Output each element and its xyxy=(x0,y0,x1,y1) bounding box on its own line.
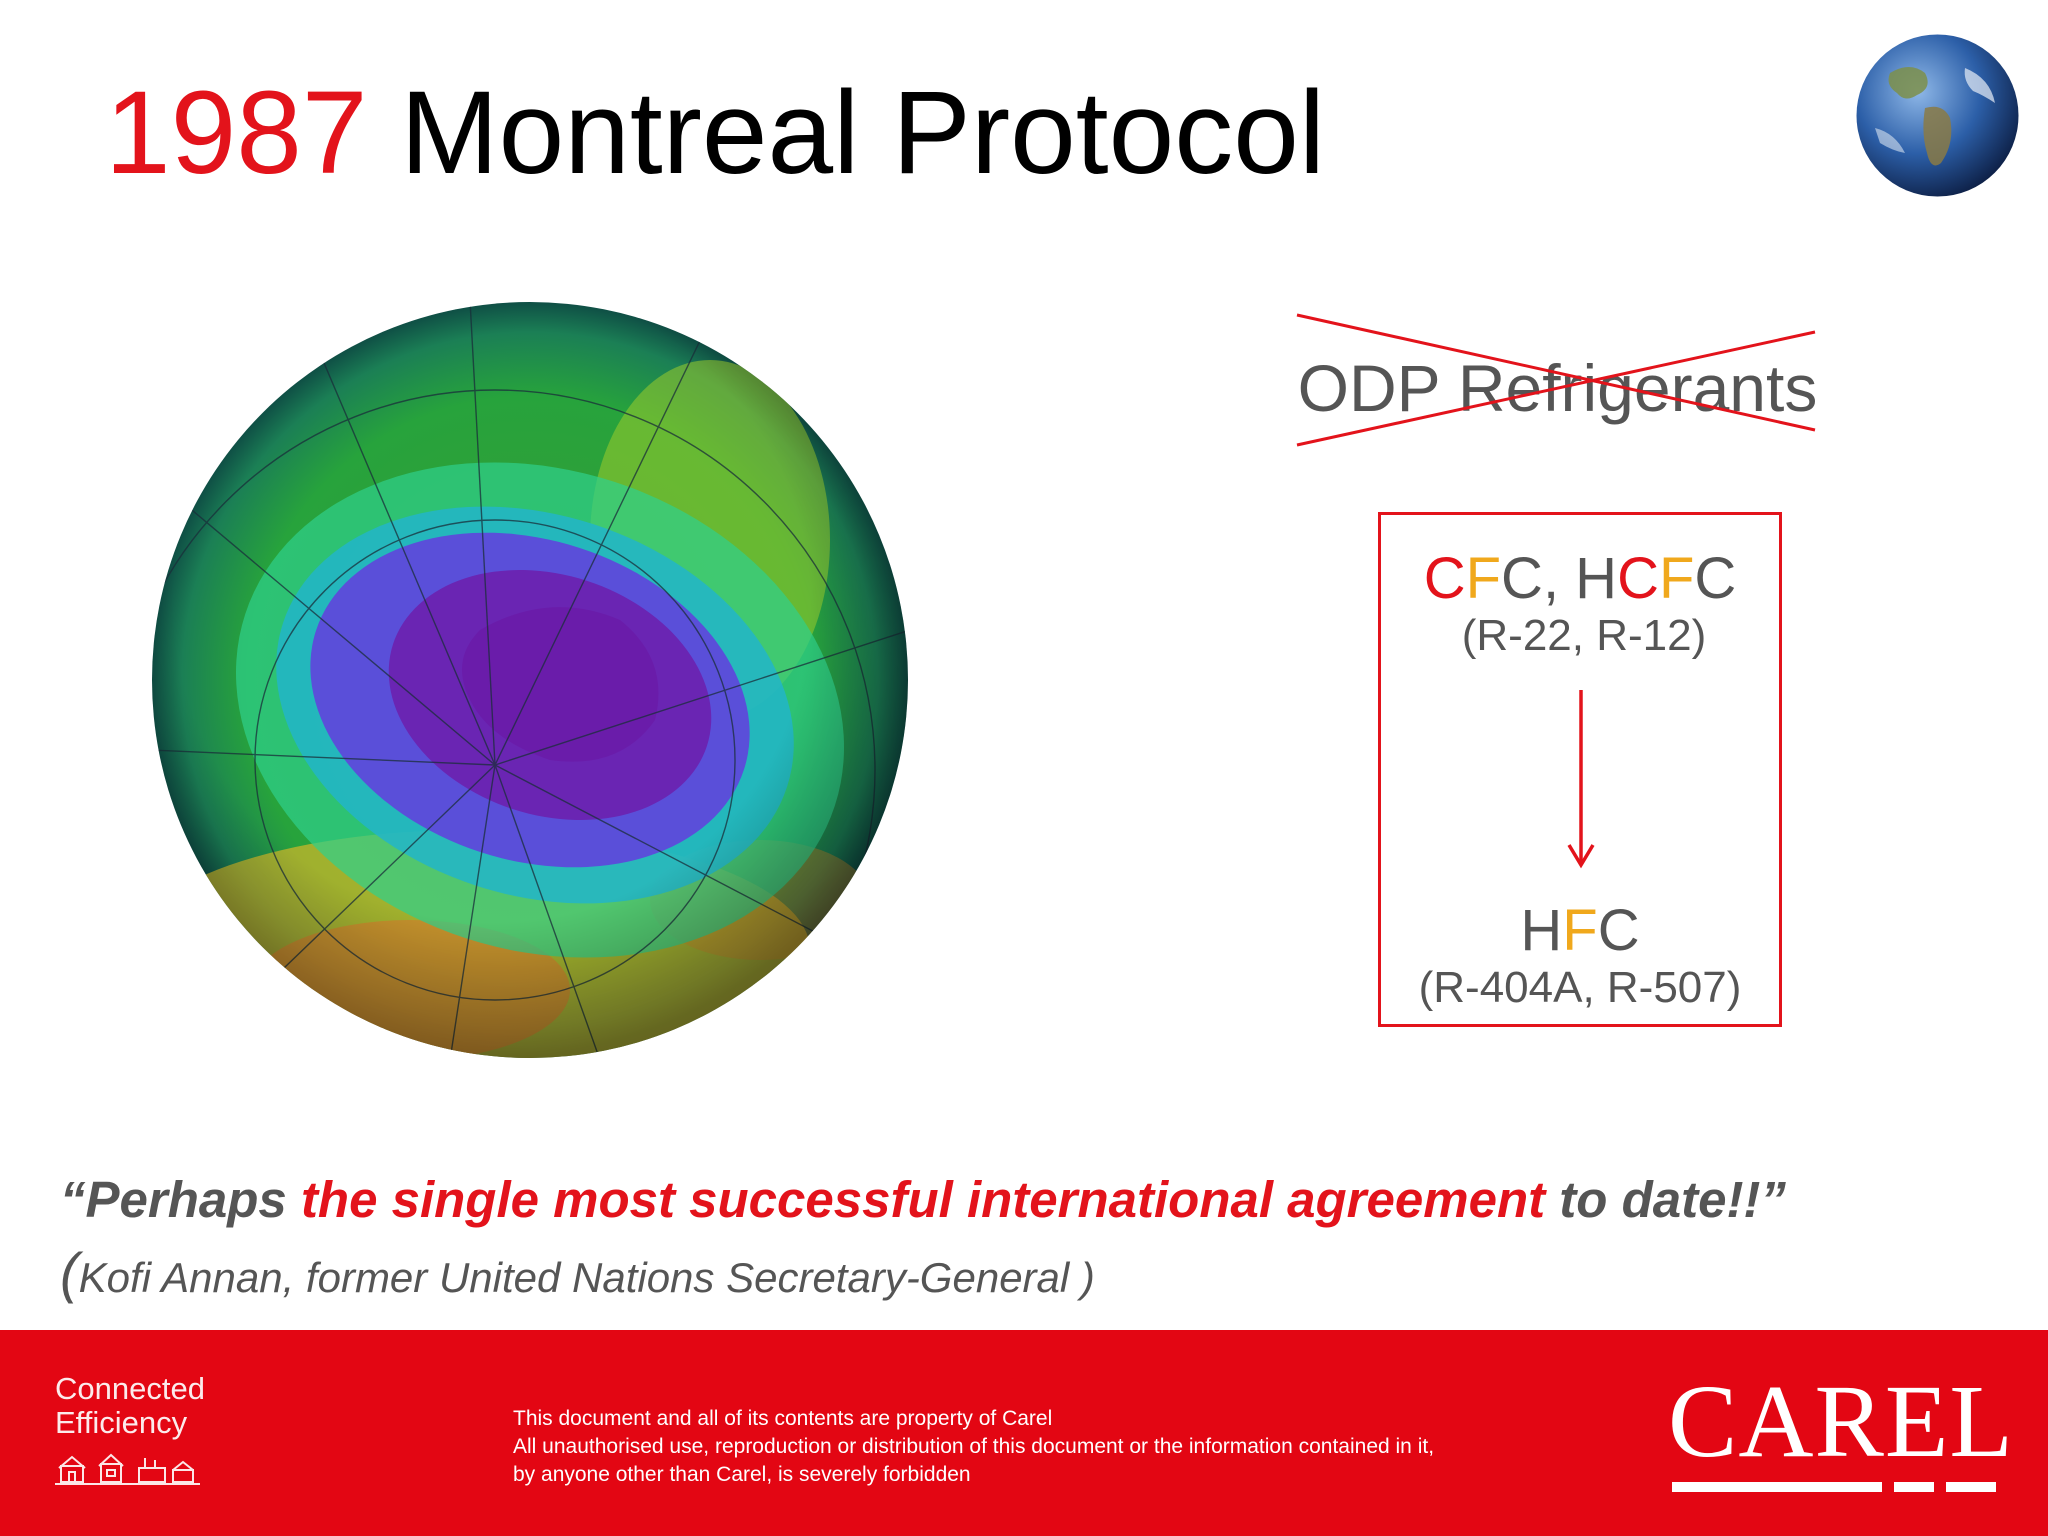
tagline-line-1: Connected xyxy=(55,1371,205,1406)
disclaimer-line-3: by anyone other than Carel, is severely … xyxy=(513,1463,971,1486)
cfc-f: F xyxy=(1465,546,1502,611)
tagline-line-2: Efficiency xyxy=(55,1405,188,1440)
title-text: Montreal Protocol xyxy=(367,67,1326,199)
cfc-c: C xyxy=(1423,546,1466,611)
ozone-hole-globe-image xyxy=(152,302,908,1058)
quote-close: to date!!” xyxy=(1545,1171,1786,1228)
footer-bar: Connected Efficiency This document and a… xyxy=(0,1330,2048,1536)
attribution-paren: ( xyxy=(60,1241,79,1304)
town-buildings-icon xyxy=(55,1453,200,1485)
slide-title: 1987 Montreal Protocol xyxy=(105,68,1325,198)
title-year: 1987 xyxy=(105,67,368,199)
quote-text: “Perhaps the single most successful inte… xyxy=(60,1170,1786,1229)
earth-globe-icon xyxy=(1856,34,2019,197)
strike-cross-icon xyxy=(1296,313,1816,447)
hcfc-f: F xyxy=(1658,546,1695,611)
hfc-label: HFC xyxy=(1381,897,1779,964)
footer-tagline: Connected Efficiency xyxy=(55,1372,205,1440)
hfc-c: C xyxy=(1597,898,1640,963)
odp-refrigerants-crossed: ODP Refrigerants xyxy=(1285,310,1830,450)
hfc-h: H xyxy=(1520,898,1563,963)
cfc-hcfc-label: CFC, HCFC xyxy=(1381,545,1779,612)
refrigerant-transition-box: CFC, HCFC (R-22, R-12) HFC (R-404A, R-50… xyxy=(1378,512,1782,1027)
quote-attribution: (Kofi Annan, former United Nations Secre… xyxy=(60,1240,1095,1305)
footer-disclaimer: This document and all of its contents ar… xyxy=(513,1405,1434,1489)
hcfc-c: C xyxy=(1617,546,1659,611)
disclaimer-line-2: All unauthorised use, reproduction or di… xyxy=(513,1435,1435,1458)
hfc-f: F xyxy=(1562,898,1598,963)
new-refrigerant-examples: (R-404A, R-507) xyxy=(1418,963,1742,1012)
carel-logo: CAREL xyxy=(1668,1364,2014,1479)
hcfc-c2: C xyxy=(1694,546,1737,611)
quote-open: “Perhaps xyxy=(60,1171,301,1228)
attribution-text: Kofi Annan, former United Nations Secret… xyxy=(78,1254,1095,1301)
cfc-c2: C xyxy=(1501,546,1543,611)
down-arrow-icon xyxy=(1567,690,1595,869)
old-refrigerant-examples: (R-22, R-12) xyxy=(1461,611,1707,660)
quote-highlight: the single most successful international… xyxy=(300,1171,1546,1228)
disclaimer-line-1: This document and all of its contents ar… xyxy=(513,1407,1053,1430)
logo-underline-bars xyxy=(1672,1482,1996,1492)
hcfc-h: , H xyxy=(1542,546,1618,611)
